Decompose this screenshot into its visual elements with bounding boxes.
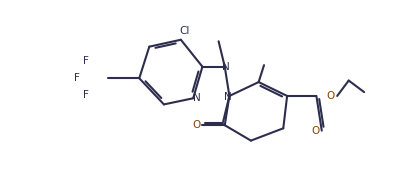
Text: F: F — [74, 73, 80, 83]
Text: N: N — [223, 93, 231, 102]
Text: N: N — [222, 62, 229, 72]
Text: F: F — [83, 90, 89, 100]
Text: N: N — [193, 93, 200, 103]
Text: O: O — [325, 91, 334, 101]
Text: Cl: Cl — [179, 25, 189, 36]
Text: O: O — [192, 120, 200, 130]
Text: O: O — [311, 126, 319, 136]
Text: F: F — [83, 56, 89, 66]
